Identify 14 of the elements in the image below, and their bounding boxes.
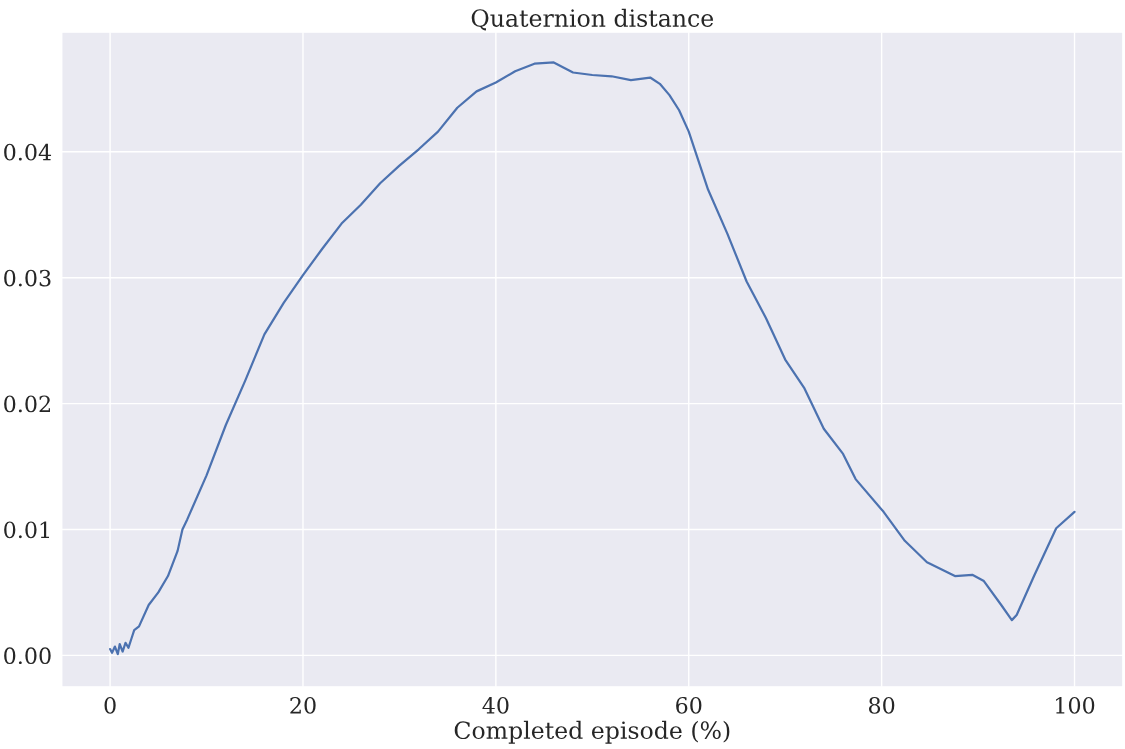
x-tick-label: 80 [868, 696, 895, 714]
x-tick-label: 100 [1056, 696, 1095, 714]
x-tick-label: 40 [482, 696, 509, 714]
y-tick-label: 0.04 [4, 143, 52, 161]
x-tick-label: 60 [676, 696, 702, 714]
line-series [108, 61, 1076, 656]
x-tick-label: 0 [104, 696, 116, 714]
x-tick-label: 20 [290, 696, 316, 714]
y-tick-label: 0.00 [4, 647, 51, 665]
y-tick-label: 0.01 [4, 521, 49, 539]
y-tick-label: 0.03 [4, 269, 51, 287]
y-tick-label: 0.02 [4, 395, 50, 413]
chart-title: Quaternion distance [471, 8, 714, 31]
x-axis-title: Completed episode (%) [454, 720, 730, 744]
